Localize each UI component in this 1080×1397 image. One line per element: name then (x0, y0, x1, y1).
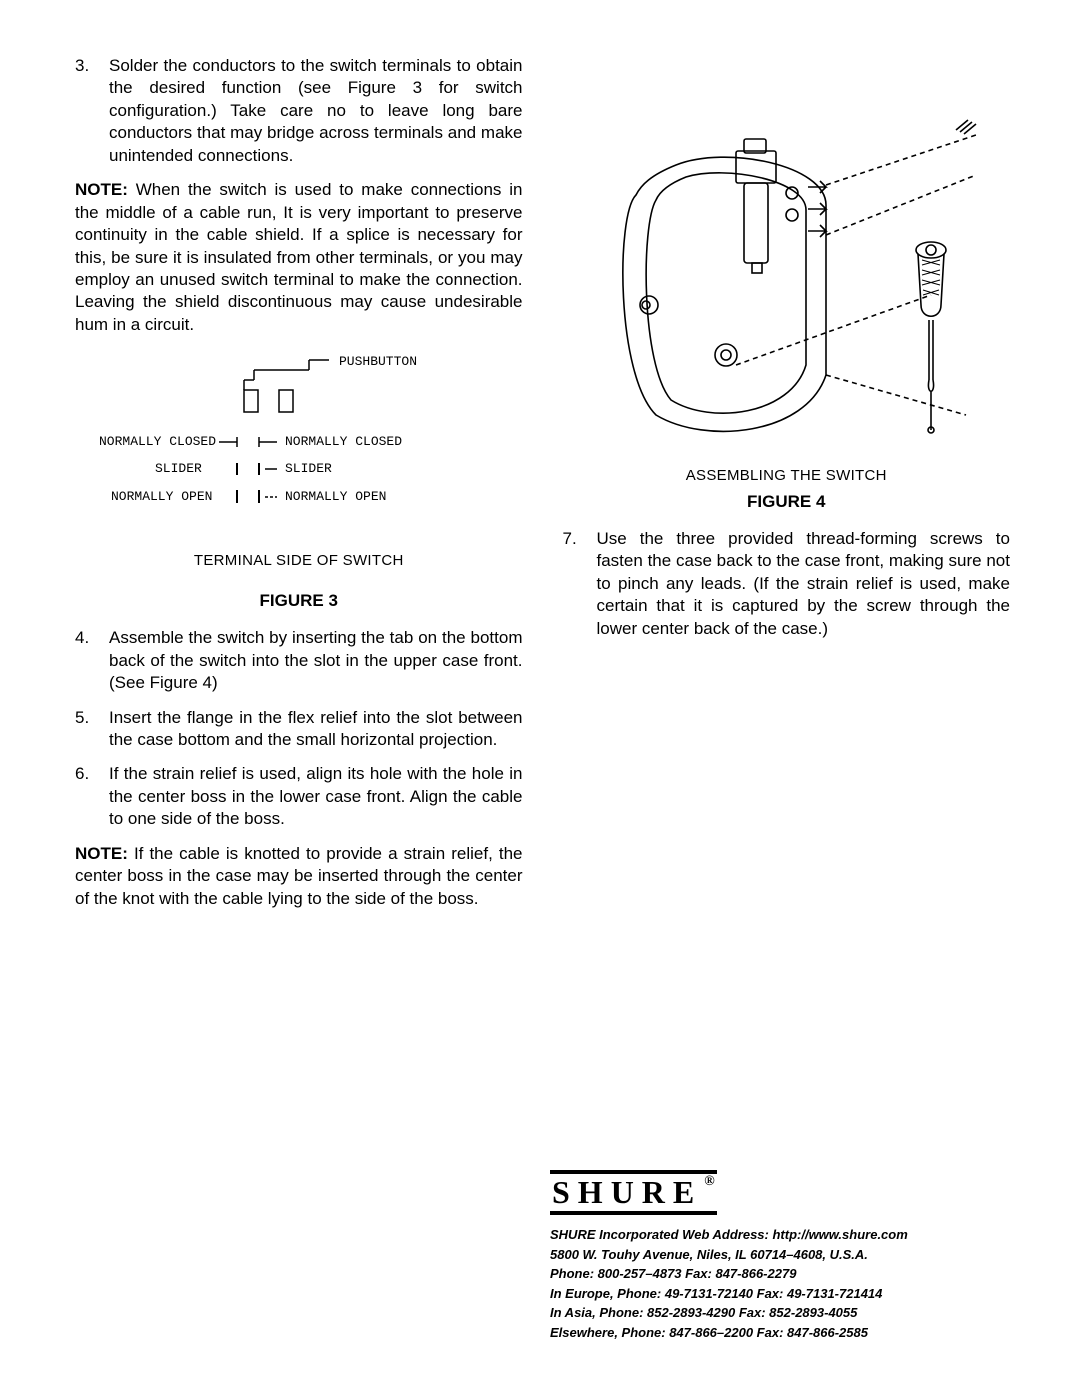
figure-3-caption: TERMINAL SIDE OF SWITCH (75, 552, 523, 569)
step-5-text: Insert the flange in the flex relief int… (109, 707, 523, 752)
step-3-text: Solder the conductors to the switch term… (109, 55, 523, 167)
diagram-label-slider-left: SLIDER (155, 461, 202, 476)
step-5-number: 5. (75, 707, 109, 752)
note-1: NOTE: When the switch is used to make co… (75, 179, 523, 336)
registered-icon: ® (704, 1174, 714, 1189)
footer: SHURE® SHURE Incorporated Web Address: h… (550, 1170, 990, 1342)
footer-logo-text: SHURE (552, 1174, 702, 1210)
diagram-label-nc-left: NORMALLY CLOSED (99, 434, 216, 449)
step-6-text: If the strain relief is used, align its … (109, 763, 523, 830)
footer-logo: SHURE® (550, 1170, 717, 1215)
right-column: ASSEMBLING THE SWITCH FIGURE 4 7. Use th… (563, 55, 1011, 924)
step-3-number: 3. (75, 55, 109, 167)
diagram-label-nc-right: NORMALLY CLOSED (285, 434, 402, 449)
left-column: 3. Solder the conductors to the switch t… (75, 55, 523, 924)
diagram-label-no-left: NORMALLY OPEN (111, 489, 212, 504)
note-2: NOTE: If the cable is knotted to provide… (75, 843, 523, 910)
footer-line-0: SHURE Incorporated Web Address: http://w… (550, 1225, 990, 1245)
figure-4-label: FIGURE 4 (563, 492, 1011, 512)
note-2-label: NOTE: (75, 844, 128, 863)
note-1-text: When the switch is used to make connecti… (75, 180, 523, 334)
footer-line-4: In Asia, Phone: 852-2893-4290 Fax: 852-2… (550, 1303, 990, 1323)
figure-3-diagram: PUSHBUTTON NORMALLY CLOSED NORMALLY CLOS… (75, 350, 523, 540)
step-7-number: 7. (563, 528, 597, 640)
step-5: 5. Insert the flange in the flex relief … (75, 707, 523, 752)
step-4-number: 4. (75, 627, 109, 694)
figure-4-caption: ASSEMBLING THE SWITCH (563, 467, 1011, 484)
figure-3-caption-block: TERMINAL SIDE OF SWITCH FIGURE 3 (75, 552, 523, 611)
footer-line-1: 5800 W. Touhy Avenue, Niles, IL 60714–46… (550, 1245, 990, 1265)
step-4: 4. Assemble the switch by inserting the … (75, 627, 523, 694)
step-3: 3. Solder the conductors to the switch t… (75, 55, 523, 167)
step-7-text: Use the three provided thread-forming sc… (597, 528, 1011, 640)
step-6-number: 6. (75, 763, 109, 830)
footer-line-3: In Europe, Phone: 49-7131-72140 Fax: 49-… (550, 1284, 990, 1304)
note-1-label: NOTE: (75, 180, 128, 199)
footer-line-5: Elsewhere, Phone: 847-866–2200 Fax: 847-… (550, 1323, 990, 1343)
diagram-label-pushbutton: PUSHBUTTON (339, 354, 417, 369)
step-7: 7. Use the three provided thread-forming… (563, 528, 1011, 640)
diagram-label-slider-right: SLIDER (285, 461, 332, 476)
diagram-label-no-right: NORMALLY OPEN (285, 489, 386, 504)
figure-4-caption-block: ASSEMBLING THE SWITCH FIGURE 4 (563, 467, 1011, 512)
note-2-text: If the cable is knotted to provide a str… (75, 844, 523, 908)
step-6: 6. If the strain relief is used, align i… (75, 763, 523, 830)
figure-3-label: FIGURE 3 (75, 591, 523, 611)
step-4-text: Assemble the switch by inserting the tab… (109, 627, 523, 694)
figure-4-diagram (563, 75, 1011, 455)
footer-line-2: Phone: 800-257–4873 Fax: 847-866-2279 (550, 1264, 990, 1284)
